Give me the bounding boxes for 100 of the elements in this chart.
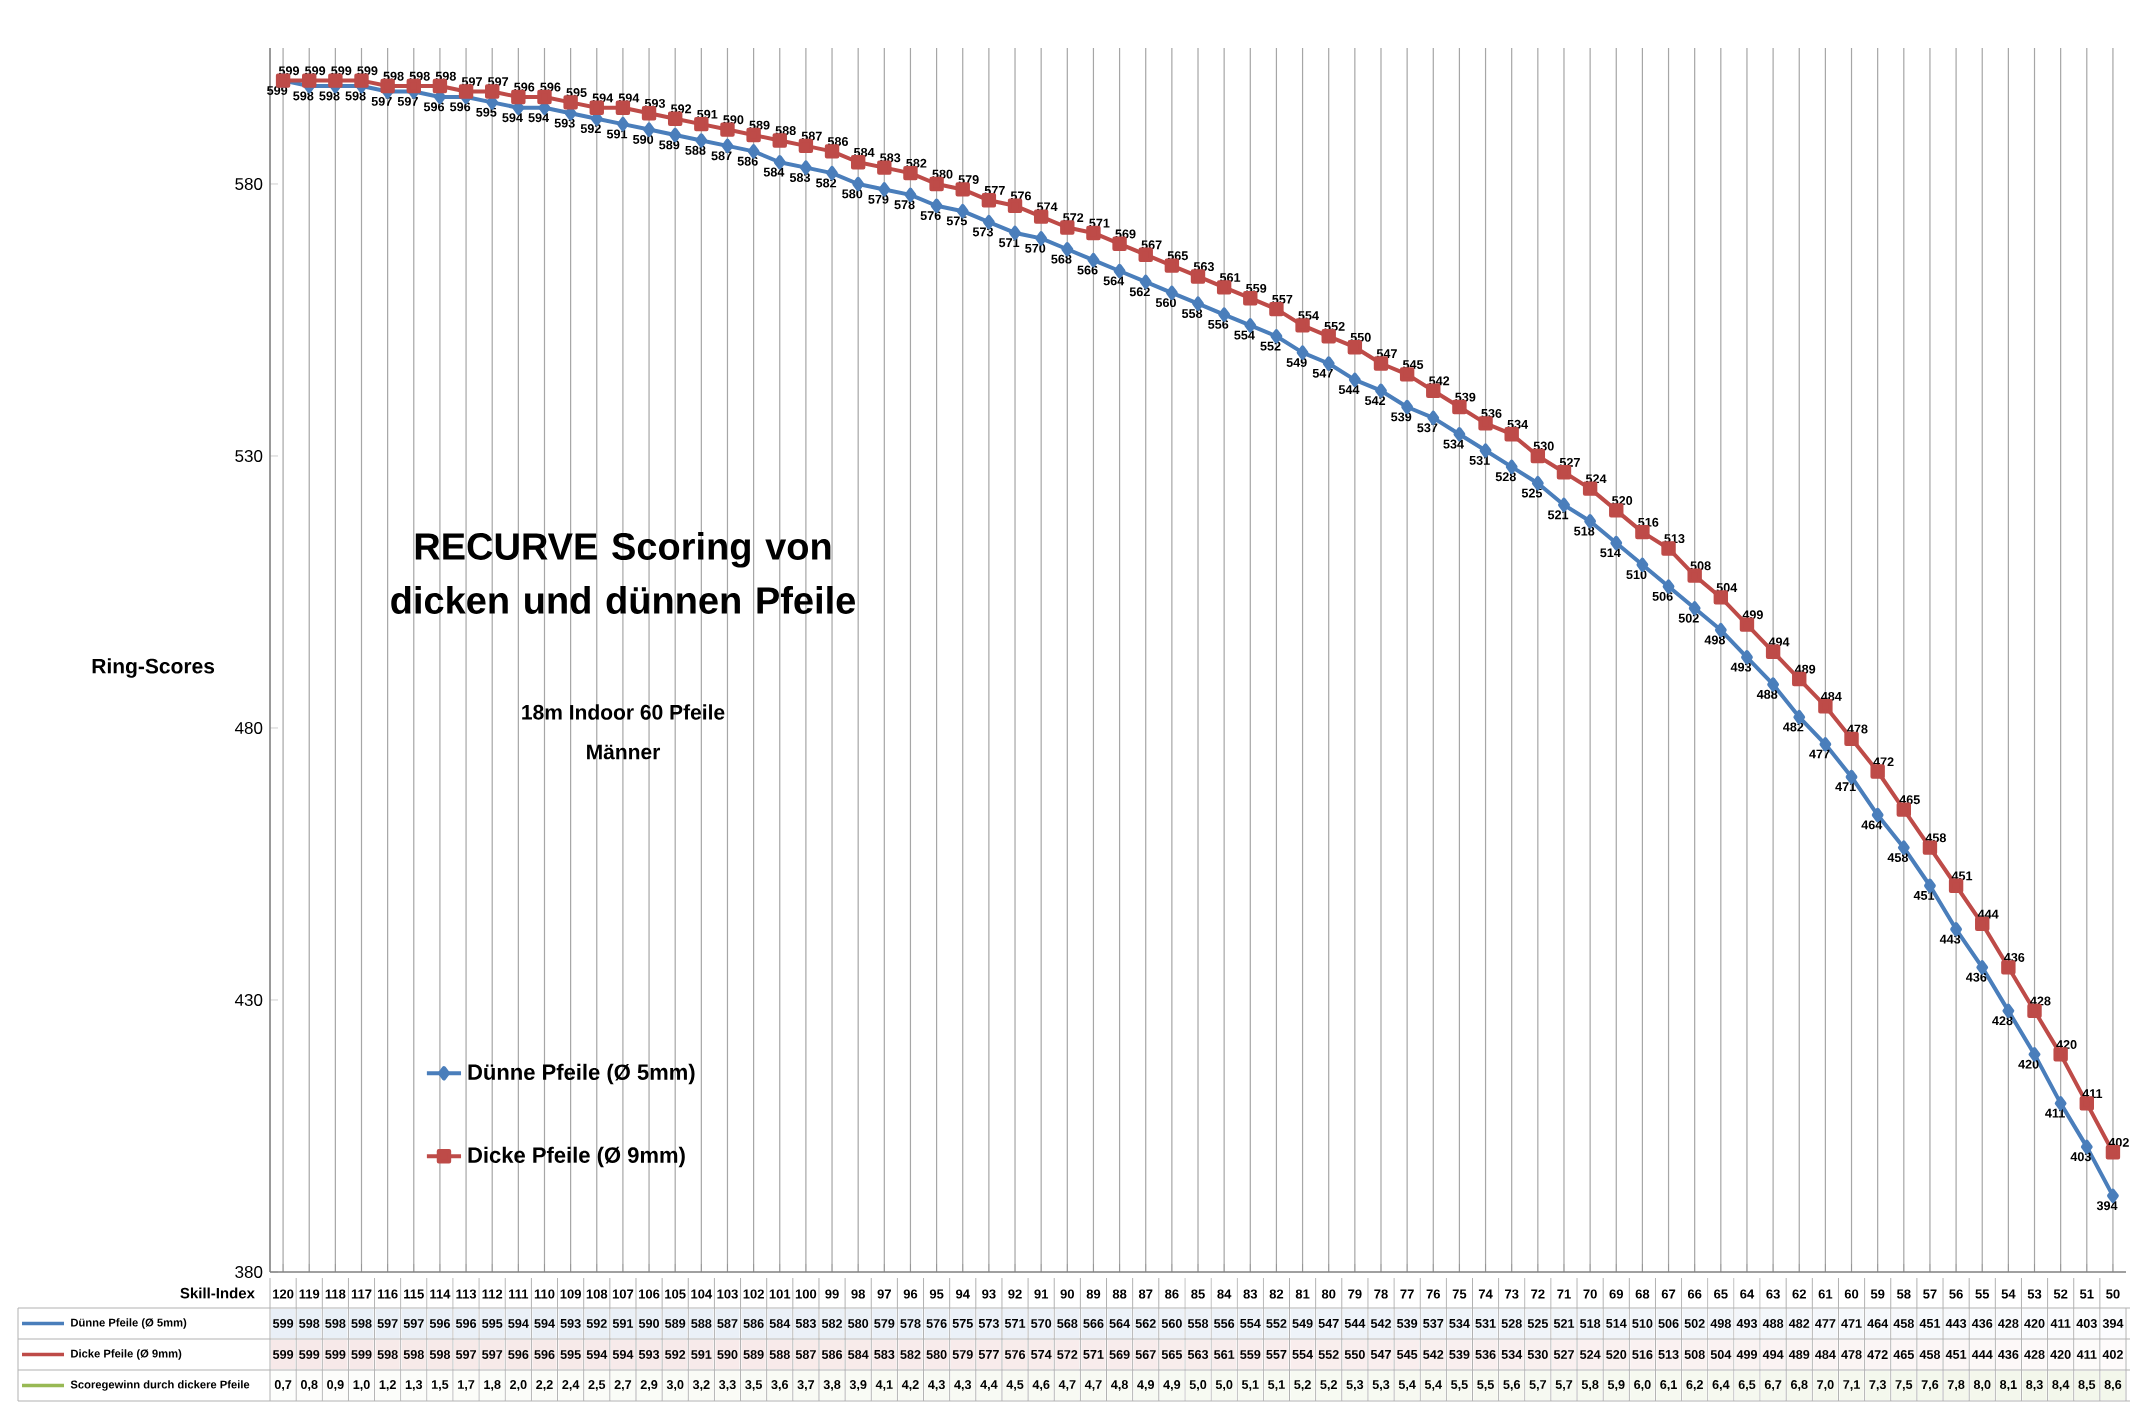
- data-label: 579: [952, 1350, 973, 1359]
- y-tick-label: 380: [235, 1265, 263, 1278]
- data-label: 594: [586, 1350, 608, 1359]
- data-label: 482: [1788, 1319, 1810, 1328]
- data-label: 528: [1495, 472, 1516, 482]
- x-tick-label: 107: [612, 1289, 634, 1299]
- data-label: 584: [763, 167, 785, 177]
- x-tick-label: 110: [534, 1289, 555, 1299]
- y-tick-label: 480: [234, 721, 263, 734]
- data-label: 574: [1031, 1350, 1052, 1359]
- data-label: 502: [1684, 1319, 1705, 1328]
- data-label: 557: [1266, 1350, 1287, 1359]
- x-tick-label: 111: [509, 1289, 529, 1299]
- x-tick-label: 115: [404, 1289, 424, 1299]
- x-tick-label: 64: [1740, 1289, 1755, 1299]
- data-label: 576: [926, 1319, 947, 1328]
- data-label: 5,2: [1294, 1380, 1311, 1391]
- data-label: 542: [1423, 1350, 1444, 1359]
- data-label: 493: [1736, 1319, 1758, 1328]
- data-label: 3,9: [849, 1380, 867, 1391]
- x-tick-label: 61: [1818, 1289, 1833, 1299]
- data-label: 536: [1475, 1350, 1496, 1359]
- data-label: 394: [2102, 1319, 2124, 1328]
- x-tick-label: 85: [1191, 1289, 1205, 1299]
- data-label: 4,5: [1006, 1380, 1024, 1391]
- legend-label: Dicke Pfeile (Ø 9mm): [468, 1146, 685, 1168]
- x-tick-label: 65: [1714, 1289, 1728, 1299]
- x-tick-label: 93: [982, 1289, 996, 1299]
- x-tick-label: 78: [1374, 1289, 1388, 1299]
- data-label: 2,5: [588, 1380, 606, 1391]
- x-tick-label: 94: [955, 1289, 970, 1299]
- data-label: 595: [560, 1350, 581, 1359]
- x-tick-label: 77: [1400, 1289, 1414, 1299]
- y-tick-label: Scoregewinn durch dickere Pfeile: [70, 1380, 250, 1391]
- data-label: 402: [2102, 1350, 2123, 1359]
- data-label: 0,9: [327, 1380, 344, 1391]
- x-tick-label: 102: [743, 1289, 764, 1299]
- data-label: 4,9: [1163, 1380, 1181, 1391]
- data-label: 518: [1574, 526, 1595, 536]
- data-label: 1,8: [484, 1380, 501, 1391]
- data-label: 499: [1742, 610, 1763, 620]
- data-label: 575: [946, 216, 967, 226]
- data-label: 498: [1710, 1319, 1731, 1328]
- data-label: 506: [1658, 1319, 1679, 1328]
- x-tick-label: 76: [1426, 1289, 1441, 1299]
- x-tick-label: 97: [877, 1289, 891, 1299]
- data-label: 580: [842, 189, 863, 199]
- data-label: 1,7: [458, 1380, 475, 1391]
- data-label: 504: [1710, 1350, 1732, 1359]
- data-label: 488: [1756, 689, 1778, 699]
- data-label: 451: [1945, 1350, 1967, 1359]
- data-label: 552: [1260, 341, 1281, 351]
- data-label: 587: [717, 1319, 738, 1328]
- data-label: 451: [1913, 891, 1935, 900]
- data-label: 552: [1318, 1350, 1339, 1359]
- x-tick-label: 80: [1321, 1289, 1336, 1299]
- data-label: 586: [743, 1319, 764, 1328]
- data-label: 471: [1841, 1319, 1862, 1328]
- data-label: 566: [1077, 265, 1098, 275]
- data-label: 598: [319, 91, 340, 101]
- data-label: 4,8: [1111, 1380, 1128, 1391]
- data-label: 588: [775, 126, 796, 136]
- data-label: 499: [1736, 1350, 1758, 1359]
- data-label: 520: [1606, 1350, 1627, 1359]
- data-label: 547: [1312, 368, 1333, 378]
- x-tick-label: 86: [1165, 1289, 1179, 1299]
- data-label: 527: [1553, 1350, 1574, 1359]
- data-label: 428: [1992, 1016, 2013, 1026]
- data-label: 489: [1788, 1350, 1810, 1359]
- data-label: 577: [978, 1350, 999, 1359]
- text: RECURVE Scoring von dicken und dünnen Pfeile: [391, 532, 855, 614]
- data-label: 494: [1768, 637, 1790, 647]
- data-label: 0,8: [300, 1380, 318, 1391]
- data-label: 576: [920, 211, 941, 221]
- data-label: 518: [1580, 1319, 1601, 1328]
- data-label: 4,4: [980, 1380, 998, 1391]
- data-label: 580: [848, 1319, 869, 1328]
- data-label: 571: [1004, 1319, 1026, 1328]
- x-tick-label: 74: [1478, 1289, 1493, 1299]
- data-label: 2,0: [510, 1380, 527, 1391]
- data-label: 542: [1429, 376, 1450, 386]
- data-label: 544: [1344, 1319, 1366, 1328]
- x-tick-label: 117: [351, 1289, 372, 1299]
- y-tick-label: 580: [235, 177, 263, 190]
- data-label: 549: [1286, 358, 1307, 367]
- text: 18m Indoor 60 Pfeile: [522, 704, 725, 720]
- x-tick-label: 81: [1295, 1289, 1310, 1299]
- data-label: 5,3: [1372, 1380, 1390, 1391]
- data-label: 573: [978, 1319, 999, 1328]
- data-label: 595: [482, 1319, 503, 1328]
- data-label: 3,5: [745, 1380, 763, 1391]
- data-label: 589: [665, 1319, 686, 1328]
- data-label: 6,1: [1660, 1380, 1677, 1391]
- data-label: 594: [528, 113, 550, 123]
- data-label: 596: [450, 102, 471, 112]
- data-label: 1,2: [379, 1380, 396, 1391]
- data-label: 3,7: [797, 1380, 815, 1391]
- data-label: 559: [1240, 1350, 1261, 1359]
- data-label: 6,4: [1712, 1380, 1730, 1391]
- data-label: 8,5: [2078, 1380, 2096, 1391]
